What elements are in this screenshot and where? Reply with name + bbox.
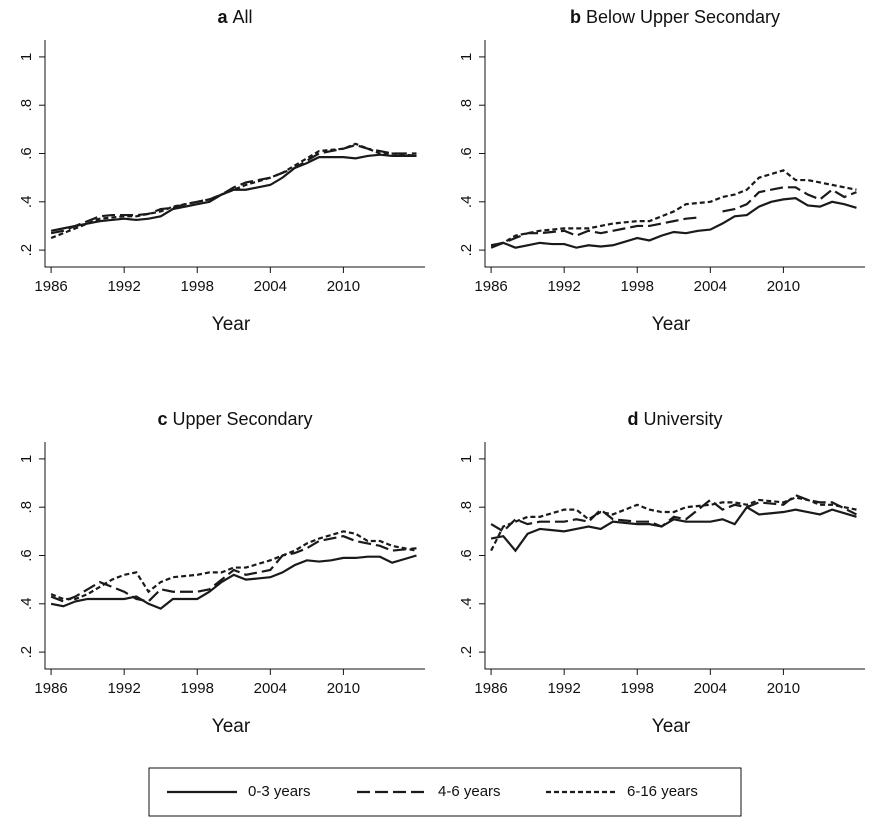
- y-tick-label: .2: [18, 244, 35, 257]
- series-line: 0-3 years: [50, 554, 417, 610]
- legend-label: 6-16 years: [627, 783, 698, 800]
- series-line: 4-6 years: [490, 186, 857, 247]
- y-tick-label: .4: [458, 196, 475, 209]
- x-tick-label: 1992: [547, 680, 580, 697]
- y-tick-label: .8: [458, 501, 475, 514]
- y-tick-label: .8: [18, 501, 35, 514]
- y-tick-label: .8: [458, 99, 475, 112]
- y-tick-label: .2: [458, 646, 475, 659]
- legend-label: 4-6 years: [438, 783, 501, 800]
- y-tick-label: .6: [18, 549, 35, 562]
- y-tick-label: .4: [458, 598, 475, 611]
- x-tick-label: 2004: [694, 278, 727, 295]
- y-tick-label: .4: [18, 196, 35, 209]
- y-tick-label: 1: [18, 455, 35, 463]
- x-tick-label: 1998: [181, 680, 214, 697]
- panel-title: a All: [217, 7, 252, 27]
- panel-title: d University: [627, 409, 722, 429]
- y-tick-label: .8: [18, 99, 35, 112]
- panel-title-text: All: [233, 7, 253, 27]
- x-tick-label: 1992: [107, 278, 140, 295]
- legend-box: [148, 767, 742, 817]
- series-line: 6-16 years: [490, 169, 857, 247]
- panel-title: c Upper Secondary: [157, 409, 312, 429]
- y-tick-label: .6: [458, 147, 475, 160]
- x-axis-label: Year: [652, 716, 691, 737]
- x-tick-label: 1998: [621, 680, 654, 697]
- panel-letter: c: [157, 409, 167, 429]
- y-tick-label: .2: [458, 244, 475, 257]
- x-tick-label: 1998: [181, 278, 214, 295]
- series-line: 4-6 years: [50, 535, 417, 603]
- series-line: 4-6 years: [490, 493, 857, 533]
- x-tick-label: 1992: [547, 278, 580, 295]
- panel-title-text: Below Upper Secondary: [586, 7, 780, 27]
- x-axis-label: Year: [652, 314, 691, 335]
- x-axis-label: Year: [212, 716, 251, 737]
- panel-letter: a: [217, 7, 228, 27]
- panel-title-text: Upper Secondary: [172, 409, 312, 429]
- panel-title-text: University: [643, 409, 722, 429]
- x-tick-label: 2004: [254, 278, 287, 295]
- x-tick-label: 1986: [474, 680, 507, 697]
- x-tick-label: 2010: [767, 680, 800, 697]
- series-line: 6-16 years: [490, 496, 857, 552]
- y-tick-label: .6: [458, 549, 475, 562]
- series-line: 6-16 years: [50, 142, 417, 240]
- series-line: 0-3 years: [50, 153, 417, 232]
- y-tick-label: 1: [458, 53, 475, 61]
- panel-title: b Below Upper Secondary: [570, 7, 780, 27]
- x-tick-label: 1986: [34, 680, 67, 697]
- x-tick-label: 2010: [327, 278, 360, 295]
- x-tick-label: 2010: [327, 680, 360, 697]
- x-tick-label: 1986: [34, 278, 67, 295]
- series-line: 0-3 years: [490, 197, 857, 249]
- x-tick-label: 1986: [474, 278, 507, 295]
- y-tick-label: 1: [18, 53, 35, 61]
- x-tick-label: 1998: [621, 278, 654, 295]
- panel-letter: d: [627, 409, 638, 429]
- x-tick-label: 1992: [107, 680, 140, 697]
- y-tick-label: .6: [18, 147, 35, 160]
- y-tick-label: .2: [18, 646, 35, 659]
- x-tick-label: 2004: [694, 680, 727, 697]
- x-axis-label: Year: [212, 314, 251, 335]
- legend-label: 0-3 years: [248, 783, 311, 800]
- y-tick-label: .4: [18, 598, 35, 611]
- series-line: 6-16 years: [50, 530, 417, 601]
- panel-letter: b: [570, 7, 581, 27]
- x-tick-label: 2010: [767, 278, 800, 295]
- series-line: 4-6 years: [50, 143, 417, 235]
- y-tick-label: 1: [458, 455, 475, 463]
- x-tick-label: 2004: [254, 680, 287, 697]
- series-line: 0-3 years: [490, 505, 857, 553]
